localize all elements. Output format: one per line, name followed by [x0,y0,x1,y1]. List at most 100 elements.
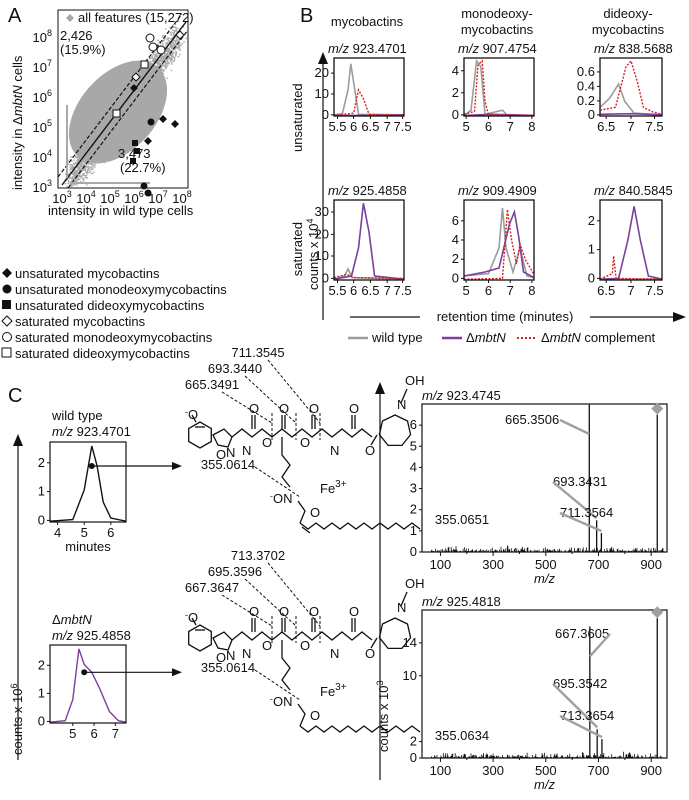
x-tick-label: 300 [482,763,504,778]
legend-filled-circle-icon [2,284,12,294]
x-axis-label: intensity in wild type cells [48,203,194,218]
panel-c-letter: C [8,385,22,407]
carbonyl-o: O [279,604,289,619]
peak-label: 355.0634 [435,728,489,743]
sat-dideoxy-marker [112,109,121,118]
col-title: dideoxy- [603,6,652,21]
x-tick-label: 6.5 [597,119,615,134]
c-spectra-arrow-icon [375,382,385,394]
x-tick-label: 700 [588,557,610,572]
y-tick-label: 6 [410,417,417,432]
n-letter: N [283,694,292,709]
col-title: mycobactins [592,22,665,37]
c-bottom-mz: m/z 925.4858 [52,628,131,643]
y-tick-exp: 8 [47,28,52,38]
y-tick-label: 104 [33,148,52,165]
compound-markers [112,30,185,197]
y-tick-label: 30 [315,204,329,219]
x-tick-exp: 6 [139,189,144,199]
x-tick-label: 100 [430,763,452,778]
mz-value: 838.5688 [619,41,673,56]
peak-label: 665.3506 [505,412,559,427]
carbonyl-o: O [349,604,359,619]
y-tick-label: 1 [588,242,595,257]
y-tick-exp: 3 [47,178,52,188]
x-tick-label: 7.5 [646,119,664,134]
c-bottom-label: ΔmbtN [52,612,92,627]
lower-dashed-line [67,29,189,189]
y-tick-label: 1 [410,523,417,538]
peak-label: 713.3654 [560,708,614,723]
ester-o: O [262,638,272,653]
oxazoline-ring [212,428,233,448]
y-tick-label: 4 [452,63,459,78]
mz-value: 840.5845 [619,183,673,198]
panel-b-legend: wild type ΔmbtN ΔmbtN complement [348,330,656,345]
fragment-leader [267,359,321,424]
chromatogram-title: m/z 840.5845 [594,183,673,198]
ion-trace [49,445,127,522]
sat-monodeoxy-marker [148,42,158,52]
chromatogram-frame [463,57,535,117]
x-tick-exp: 3 [67,189,72,199]
ion-chromatogram-2: 0 1 2 5 6 7 [38,644,182,741]
y-tick-label: 107 [33,58,52,75]
sat-dideoxy-marker [140,60,149,69]
y-tick-label: 0 [588,270,595,285]
fe-text: Fe [320,684,335,699]
x-tick-label: 6.5 [361,283,379,298]
x-tick-label: 6 [107,525,114,540]
mutant-trace [599,206,663,280]
x-tick-label: 8 [528,283,535,298]
legend-filled-diamond-icon [2,268,12,278]
y-tick-label: 0 [452,107,459,122]
iron-label: Fe3+ [320,479,347,496]
chromatogram-3: m/z 838.5688 00.20.40.6 6.5 7 7.5 [577,41,673,134]
n-letter: N [283,491,292,506]
carbonyl-o: O [249,401,259,416]
y-tick-label: 2 [410,734,417,749]
col-title: mycobactins [461,22,534,37]
all-features-label: all features (15,272) [78,10,194,25]
y-tick-label: 2 [38,455,45,470]
y-tick-label: 103 [33,178,52,195]
legend-label: saturated dideoxymycobactins [15,346,190,361]
complement-trace [463,209,535,280]
peak-leader [559,418,590,436]
sat-monodeoxy-marker [156,45,166,55]
spectrum-title: m/z 923.4745 [422,388,501,403]
mz-prefix: m/z [594,41,619,56]
y-tick-exp: 6 [47,88,52,98]
peak-label: 355.0651 [435,512,489,527]
y-tick-label: 10 [403,668,417,683]
mz-value: 909.4909 [483,183,537,198]
fragment-mass: 667.3647 [185,580,239,595]
legend-filled-square-icon [2,300,11,309]
x-tick-exp: 8 [187,189,192,199]
iron-label: Fe3+ [320,682,347,699]
fragment-leader [244,375,297,424]
y-tick-label: 0 [410,750,417,765]
side-chain [281,640,291,691]
side-chain [281,437,291,488]
fragment-leader [221,391,273,424]
noise-peaks [430,546,665,552]
backbone [231,428,373,438]
noise-peaks [430,751,665,758]
b-horizontal-arrow-icon [673,312,686,322]
y-tick-label: 10 [315,86,329,101]
y-tick-label: 5 [410,438,417,453]
chromatogram-frame [333,199,405,281]
unsat-monodeoxy-marker [144,189,152,197]
c-top-label: wild type [51,408,103,423]
spectrum-xlabel: m/z [534,777,555,792]
chromatogram-1: m/z 923.4701 0 10 20 5.5 6 6.5 7 7.5 [315,41,412,134]
amide-n: N [242,646,251,661]
mz-value: 925.4818 [447,594,501,609]
y-tick-label: 106 [33,88,52,105]
x-tick-label: 500 [535,763,557,778]
bond [191,617,197,626]
